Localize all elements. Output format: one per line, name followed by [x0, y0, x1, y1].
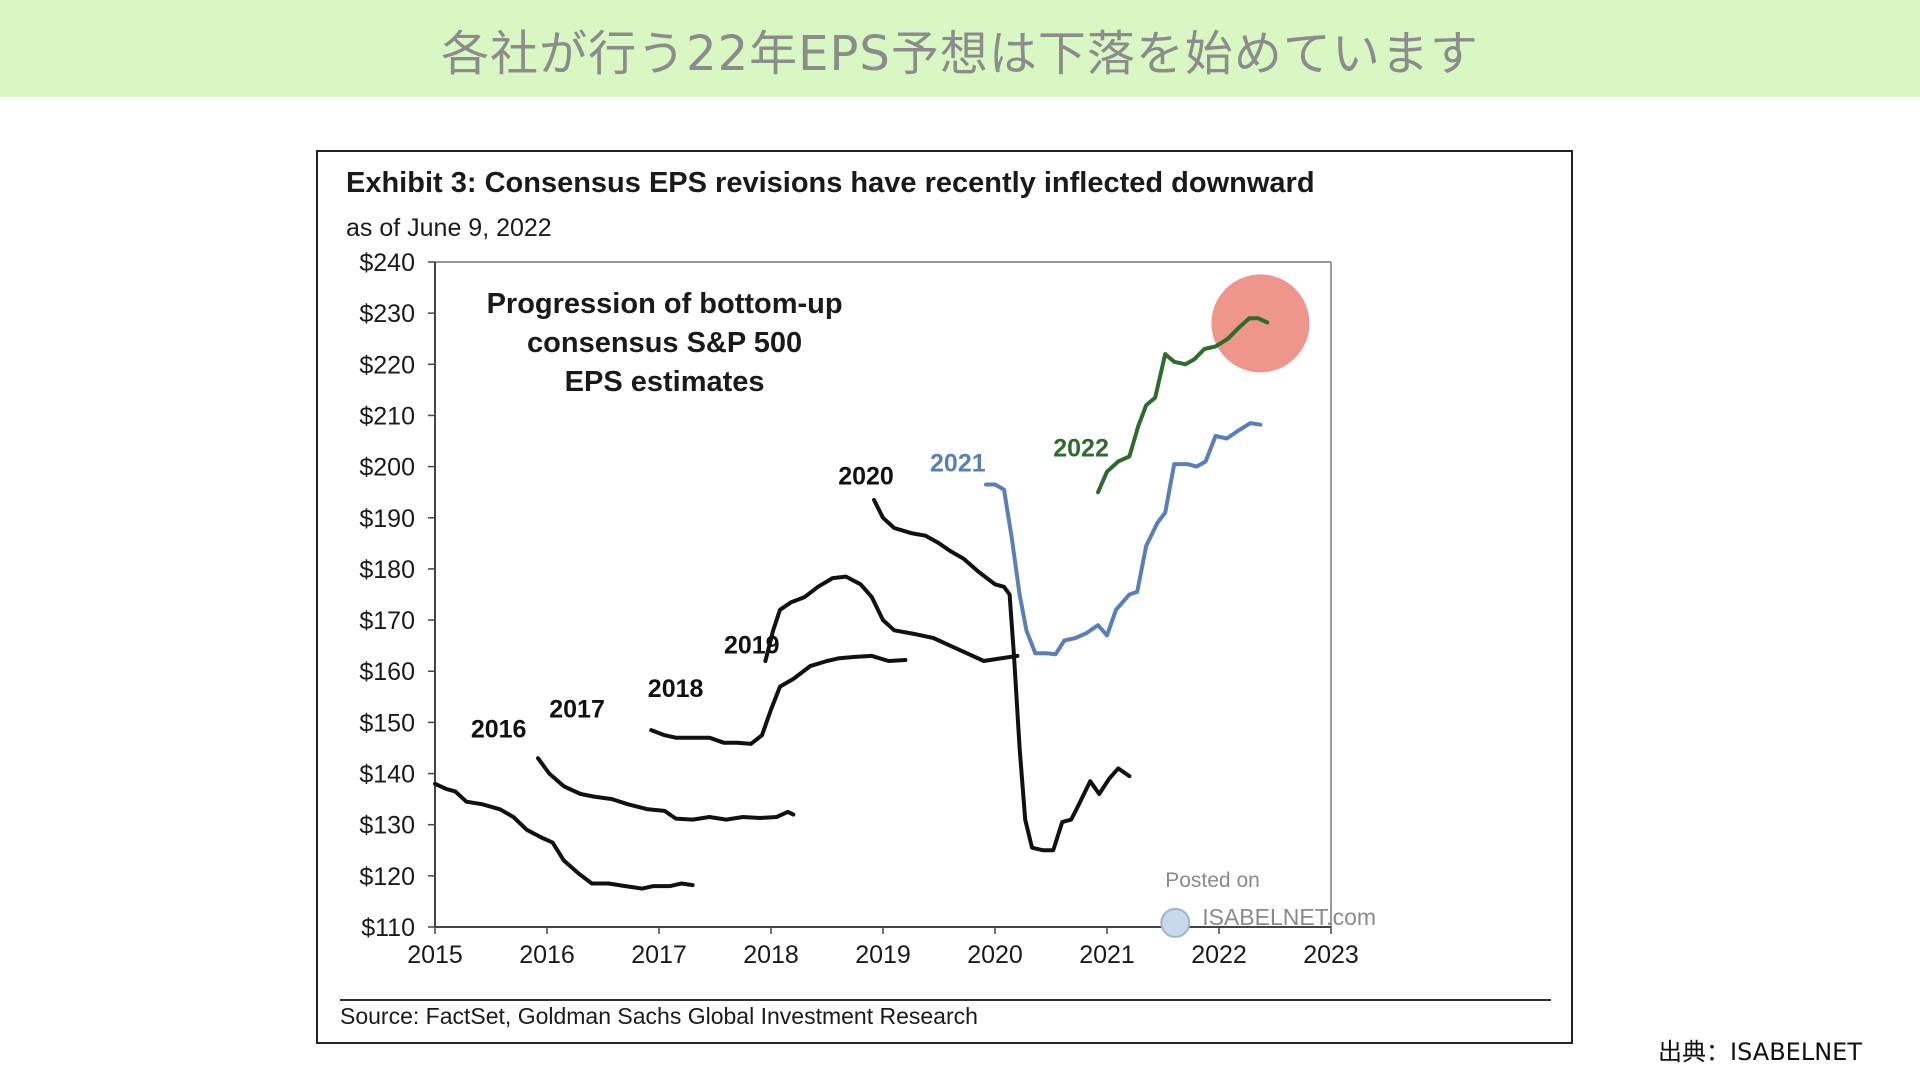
x-tick-label: 2016 [519, 941, 575, 969]
annotation-line: consensus S&P 500 [527, 327, 802, 359]
y-tick-label: $160 [359, 658, 415, 686]
y-tick-label: $200 [359, 454, 415, 482]
x-tick-label: 2019 [855, 941, 911, 969]
chart-subtitle: as of June 9, 2022 [346, 214, 552, 242]
series-line-2018 [649, 653, 908, 746]
watermark-text-line2: ISABELNET.com [1202, 904, 1376, 930]
series-label-2020: 2020 [838, 463, 894, 491]
chart-frame: Exhibit 3: Consensus EPS revisions have … [316, 150, 1573, 1044]
series-line-2021 [984, 421, 1263, 657]
series-line-2017 [536, 756, 796, 822]
x-tick-label: 2017 [631, 941, 687, 969]
annotation-line: EPS estimates [565, 366, 765, 398]
globe-icon [1160, 907, 1191, 938]
chart-annotation: Progression of bottom-up consensus S&P 50… [487, 288, 843, 398]
series-label-2021: 2021 [930, 450, 986, 478]
y-tick-label: $150 [359, 709, 415, 737]
y-tick-label: $140 [359, 761, 415, 789]
x-tick-label: 2020 [967, 941, 1023, 969]
y-tick-label: $170 [359, 607, 415, 635]
chart-title: Exhibit 3: Consensus EPS revisions have … [346, 167, 1315, 199]
annotation-line: Progression of bottom-up [487, 288, 843, 320]
y-tick-label: $230 [359, 300, 415, 328]
series-label-2017: 2017 [549, 695, 605, 723]
series-label-2019: 2019 [724, 631, 780, 659]
series-line-2020 [872, 497, 1132, 853]
x-tick-label: 2021 [1079, 941, 1135, 969]
y-tick-label: $220 [359, 351, 415, 379]
plot-area: $110 $120 $130 $140 $150 $160 $170 $180 $190 $200… [359, 249, 1376, 969]
series-label-2016: 2016 [471, 716, 527, 744]
y-tick-label: $240 [359, 249, 415, 277]
y-tick-label: $180 [359, 556, 415, 584]
title-banner: 各社が行う22年EPS予想は下落を始めています [0, 0, 1920, 97]
series-line-2016 [433, 781, 695, 891]
x-tick-label: 2018 [743, 941, 799, 969]
y-tick-label: $190 [359, 505, 415, 533]
x-tick-label: 2015 [407, 941, 463, 969]
y-tick-label: $210 [359, 402, 415, 430]
series-label-2022: 2022 [1053, 434, 1109, 462]
x-tick-label: 2023 [1303, 941, 1359, 969]
eps-revisions-chart: Exhibit 3: Consensus EPS revisions have … [340, 167, 1551, 1029]
watermark-text-line1: Posted on [1165, 869, 1260, 892]
credit-text: 出典：ISABELNET [1658, 1038, 1862, 1066]
series-line-2019 [763, 574, 1020, 663]
series-label-2018: 2018 [648, 675, 704, 703]
highlight-circle [1211, 274, 1310, 373]
y-tick-label: $120 [359, 863, 415, 891]
banner-title: 各社が行う22年EPS予想は下落を始めています [441, 25, 1479, 82]
y-tick-label: $110 [361, 914, 415, 942]
y-tick-label: $130 [359, 812, 415, 840]
series-line-2022 [1096, 316, 1270, 495]
chart-source: Source: FactSet, Goldman Sachs Global In… [340, 1003, 978, 1029]
x-tick-label: 2022 [1191, 941, 1247, 969]
